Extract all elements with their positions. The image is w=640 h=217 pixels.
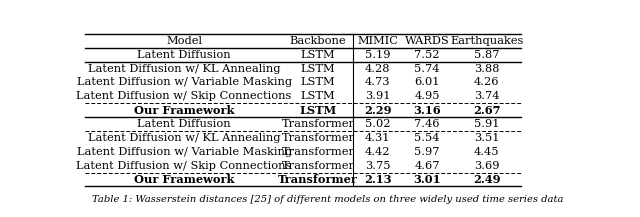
Text: Latent Diffusion w/ Variable Masking: Latent Diffusion w/ Variable Masking [77,147,292,157]
Text: 3.16: 3.16 [413,105,441,116]
Text: Transformer: Transformer [282,133,355,143]
Text: Transformer: Transformer [278,174,358,185]
Text: 5.54: 5.54 [415,133,440,143]
Text: 7.52: 7.52 [415,50,440,60]
Text: 5.02: 5.02 [365,119,390,129]
Text: Latent Diffusion w/ Variable Masking: Latent Diffusion w/ Variable Masking [77,77,292,87]
Text: 2.67: 2.67 [473,105,500,116]
Text: 4.28: 4.28 [365,64,390,74]
Text: Latent Diffusion: Latent Diffusion [138,50,231,60]
Text: WARDS: WARDS [405,36,449,46]
Text: 2.49: 2.49 [473,174,500,185]
Text: Transformer: Transformer [282,119,355,129]
Text: 3.69: 3.69 [474,161,499,171]
Text: 2.29: 2.29 [364,105,391,116]
Text: 3.51: 3.51 [474,133,499,143]
Text: 5.97: 5.97 [415,147,440,157]
Text: Latent Diffusion w/ KL Annealing: Latent Diffusion w/ KL Annealing [88,64,280,74]
Text: 4.45: 4.45 [474,147,499,157]
Text: 4.67: 4.67 [415,161,440,171]
Text: 4.95: 4.95 [415,91,440,101]
Text: MIMIC: MIMIC [357,36,398,46]
Text: 2.13: 2.13 [364,174,392,185]
Text: 7.46: 7.46 [415,119,440,129]
Text: Latent Diffusion w/ Skip Connections: Latent Diffusion w/ Skip Connections [76,91,292,101]
Text: LSTM: LSTM [300,105,337,116]
Text: LSTM: LSTM [301,50,335,60]
Text: Transformer: Transformer [282,161,355,171]
Text: 4.42: 4.42 [365,147,390,157]
Text: 5.91: 5.91 [474,119,499,129]
Text: Our Framework: Our Framework [134,105,234,116]
Text: 5.87: 5.87 [474,50,499,60]
Text: LSTM: LSTM [301,77,335,87]
Text: 4.31: 4.31 [365,133,390,143]
Text: Our Framework: Our Framework [134,174,234,185]
Text: 3.75: 3.75 [365,161,390,171]
Text: 3.88: 3.88 [474,64,499,74]
Text: Transformer: Transformer [282,147,355,157]
Text: 3.74: 3.74 [474,91,499,101]
Text: Latent Diffusion: Latent Diffusion [138,119,231,129]
Text: Model: Model [166,36,202,46]
Text: Table 1: Wasserstein distances [25] of different models on three widely used tim: Table 1: Wasserstein distances [25] of d… [92,195,564,204]
Text: 3.91: 3.91 [365,91,390,101]
Text: Backbone: Backbone [290,36,346,46]
Text: 4.26: 4.26 [474,77,499,87]
Text: Latent Diffusion w/ KL Annealing: Latent Diffusion w/ KL Annealing [88,133,280,143]
Text: 5.19: 5.19 [365,50,390,60]
Text: Earthquakes: Earthquakes [450,36,524,46]
Text: 4.73: 4.73 [365,77,390,87]
Text: 5.74: 5.74 [415,64,440,74]
Text: 6.01: 6.01 [415,77,440,87]
Text: LSTM: LSTM [301,64,335,74]
Text: LSTM: LSTM [301,91,335,101]
Text: Latent Diffusion w/ Skip Connections: Latent Diffusion w/ Skip Connections [76,161,292,171]
Text: 3.01: 3.01 [413,174,441,185]
